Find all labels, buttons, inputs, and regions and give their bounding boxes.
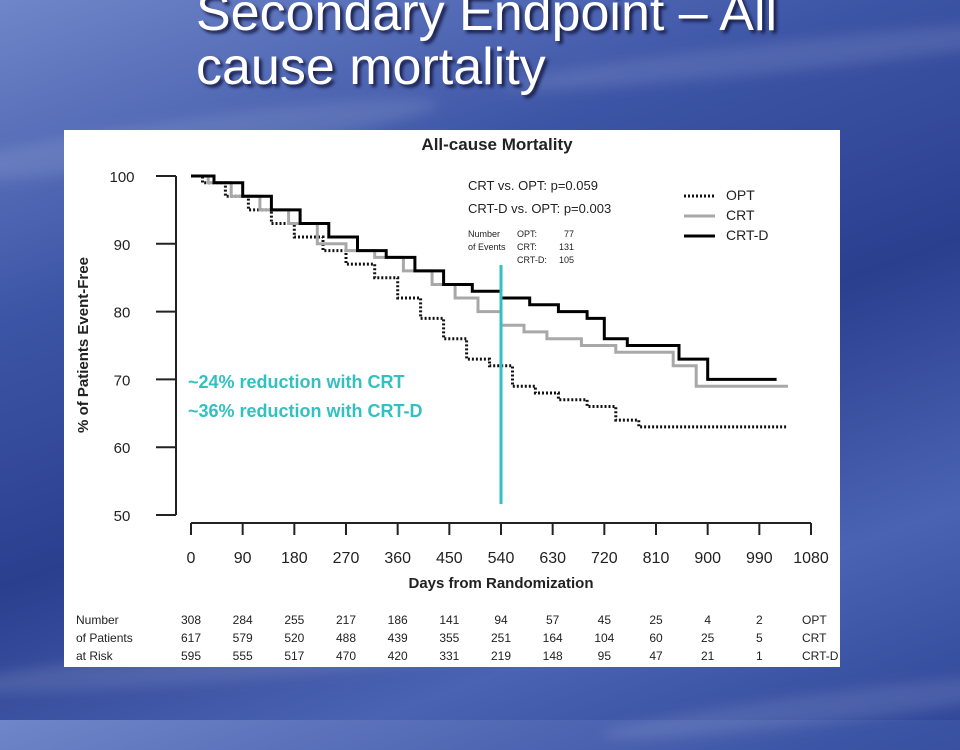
at-risk-value: 148 [543, 649, 563, 663]
x-tick-label: 270 [333, 550, 360, 567]
x-tick-label: 720 [591, 550, 618, 567]
at-risk-value: 164 [543, 631, 563, 645]
at-risk-value: 45 [598, 613, 612, 627]
at-risk-value: 355 [439, 631, 459, 645]
stats-line-2: CRT-D vs. OPT: p=0.003 [468, 201, 611, 216]
at-risk-value: 5 [756, 631, 763, 645]
at-risk-value: 104 [594, 631, 614, 645]
at-risk-value: 217 [336, 613, 356, 627]
at-risk-value: 579 [233, 631, 253, 645]
at-risk-label-line-2: of Patients [76, 631, 133, 645]
events-group: OPT: [517, 229, 537, 239]
x-tick-label: 900 [694, 550, 721, 567]
at-risk-value: 94 [494, 613, 508, 627]
y-tick-label: 80 [114, 305, 131, 322]
stats-line-1: CRT vs. OPT: p=0.059 [468, 178, 598, 193]
at-risk-value: 60 [649, 631, 663, 645]
at-risk-group-label: CRT [802, 631, 827, 645]
series-line [191, 174, 777, 381]
at-risk-value: 219 [491, 649, 511, 663]
events-count: 131 [559, 242, 574, 252]
at-risk-value: 420 [388, 649, 408, 663]
legend-label: CRT-D [726, 227, 769, 243]
x-tick-label: 180 [281, 550, 308, 567]
at-risk-value: 439 [388, 631, 408, 645]
at-risk-value: 555 [233, 649, 253, 663]
events-group: CRT-D: [517, 255, 547, 265]
annotation-line-2: ~36% reduction with CRT-D [188, 401, 423, 421]
y-tick-label: 60 [114, 440, 131, 457]
at-risk-value: 1 [756, 649, 763, 663]
x-tick-label: 90 [234, 550, 252, 567]
annotation-line-1: ~24% reduction with CRT [188, 372, 405, 392]
events-count: 105 [559, 255, 574, 265]
at-risk-value: 21 [701, 649, 715, 663]
slide-title: Secondary Endpoint – All cause mortality [196, 0, 778, 96]
at-risk-value: 57 [546, 613, 560, 627]
legend-label: OPT [726, 187, 755, 203]
at-risk-value: 331 [439, 649, 459, 663]
at-risk-value: 517 [284, 649, 304, 663]
at-risk-value: 308 [181, 613, 201, 627]
x-tick-label: 360 [384, 550, 411, 567]
at-risk-value: 284 [233, 613, 253, 627]
at-risk-value: 2 [756, 613, 763, 627]
events-label-line-2: of Events [468, 242, 506, 252]
chart-title: All-cause Mortality [421, 135, 573, 154]
at-risk-value: 4 [704, 613, 711, 627]
at-risk-value: 595 [181, 649, 201, 663]
x-tick-label: 1080 [793, 550, 829, 567]
legend-label: CRT [726, 207, 755, 223]
series-line [191, 174, 788, 429]
at-risk-value: 255 [284, 613, 304, 627]
y-tick-label: 70 [114, 372, 131, 389]
at-risk-group-label: OPT [802, 613, 827, 627]
x-tick-label: 0 [187, 550, 196, 567]
y-tick-label: 100 [109, 169, 134, 186]
at-risk-value: 488 [336, 631, 356, 645]
y-axis-label: % of Patients Event-Free [75, 257, 92, 433]
y-tick-label: 90 [114, 237, 131, 254]
x-tick-label: 630 [539, 550, 566, 567]
x-tick-label: 540 [488, 550, 515, 567]
chart-panel: All-cause Mortality 50 60 70 80 90 100% of Pat… [64, 130, 840, 667]
at-risk-value: 520 [284, 631, 304, 645]
events-label-line-1: Number [468, 229, 500, 239]
at-risk-value: 470 [336, 649, 356, 663]
at-risk-group-label: CRT-D [802, 649, 839, 663]
at-risk-value: 25 [701, 631, 715, 645]
at-risk-value: 95 [598, 649, 612, 663]
events-group: CRT: [517, 242, 537, 252]
at-risk-value: 186 [388, 613, 408, 627]
x-axis-label: Days from Randomization [408, 575, 593, 592]
at-risk-value: 47 [649, 649, 663, 663]
at-risk-value: 141 [439, 613, 459, 627]
x-tick-label: 810 [643, 550, 670, 567]
x-tick-label: 990 [746, 550, 773, 567]
x-tick-label: 450 [436, 550, 463, 567]
events-count: 77 [564, 229, 574, 239]
at-risk-value: 617 [181, 631, 201, 645]
y-tick-label: 50 [114, 508, 131, 525]
at-risk-label-line-3: at Risk [76, 649, 114, 663]
at-risk-value: 251 [491, 631, 511, 645]
at-risk-value: 25 [649, 613, 663, 627]
at-risk-label-line-1: Number [76, 613, 119, 627]
